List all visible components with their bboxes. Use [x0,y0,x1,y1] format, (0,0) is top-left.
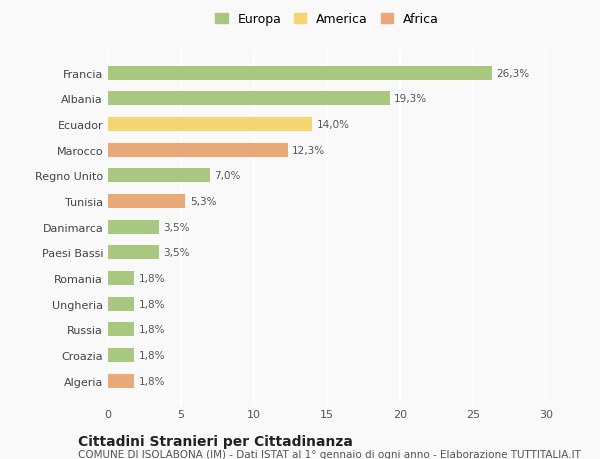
Bar [108,374,134,388]
Text: 19,3%: 19,3% [394,94,427,104]
Bar [108,67,492,81]
Bar [108,195,185,209]
Text: 7,0%: 7,0% [215,171,241,181]
Bar [108,323,134,336]
Text: 1,8%: 1,8% [139,350,165,360]
Bar [108,246,159,260]
Bar [108,143,287,157]
Text: 14,0%: 14,0% [317,120,350,130]
Text: 1,8%: 1,8% [139,376,165,386]
Bar [108,169,210,183]
Bar [108,348,134,362]
Text: COMUNE DI ISOLABONA (IM) - Dati ISTAT al 1° gennaio di ogni anno - Elaborazione : COMUNE DI ISOLABONA (IM) - Dati ISTAT al… [78,449,581,459]
Text: 5,3%: 5,3% [190,196,216,207]
Bar [108,92,390,106]
Bar [108,220,159,234]
Text: 1,8%: 1,8% [139,299,165,309]
Legend: Europa, America, Africa: Europa, America, Africa [212,11,442,29]
Text: Cittadini Stranieri per Cittadinanza: Cittadini Stranieri per Cittadinanza [78,434,353,448]
Text: 1,8%: 1,8% [139,274,165,283]
Text: 3,5%: 3,5% [163,248,190,258]
Text: 12,3%: 12,3% [292,146,325,156]
Bar [108,297,134,311]
Text: 1,8%: 1,8% [139,325,165,335]
Bar [108,118,313,132]
Bar [108,271,134,285]
Text: 3,5%: 3,5% [163,222,190,232]
Text: 26,3%: 26,3% [496,68,529,78]
